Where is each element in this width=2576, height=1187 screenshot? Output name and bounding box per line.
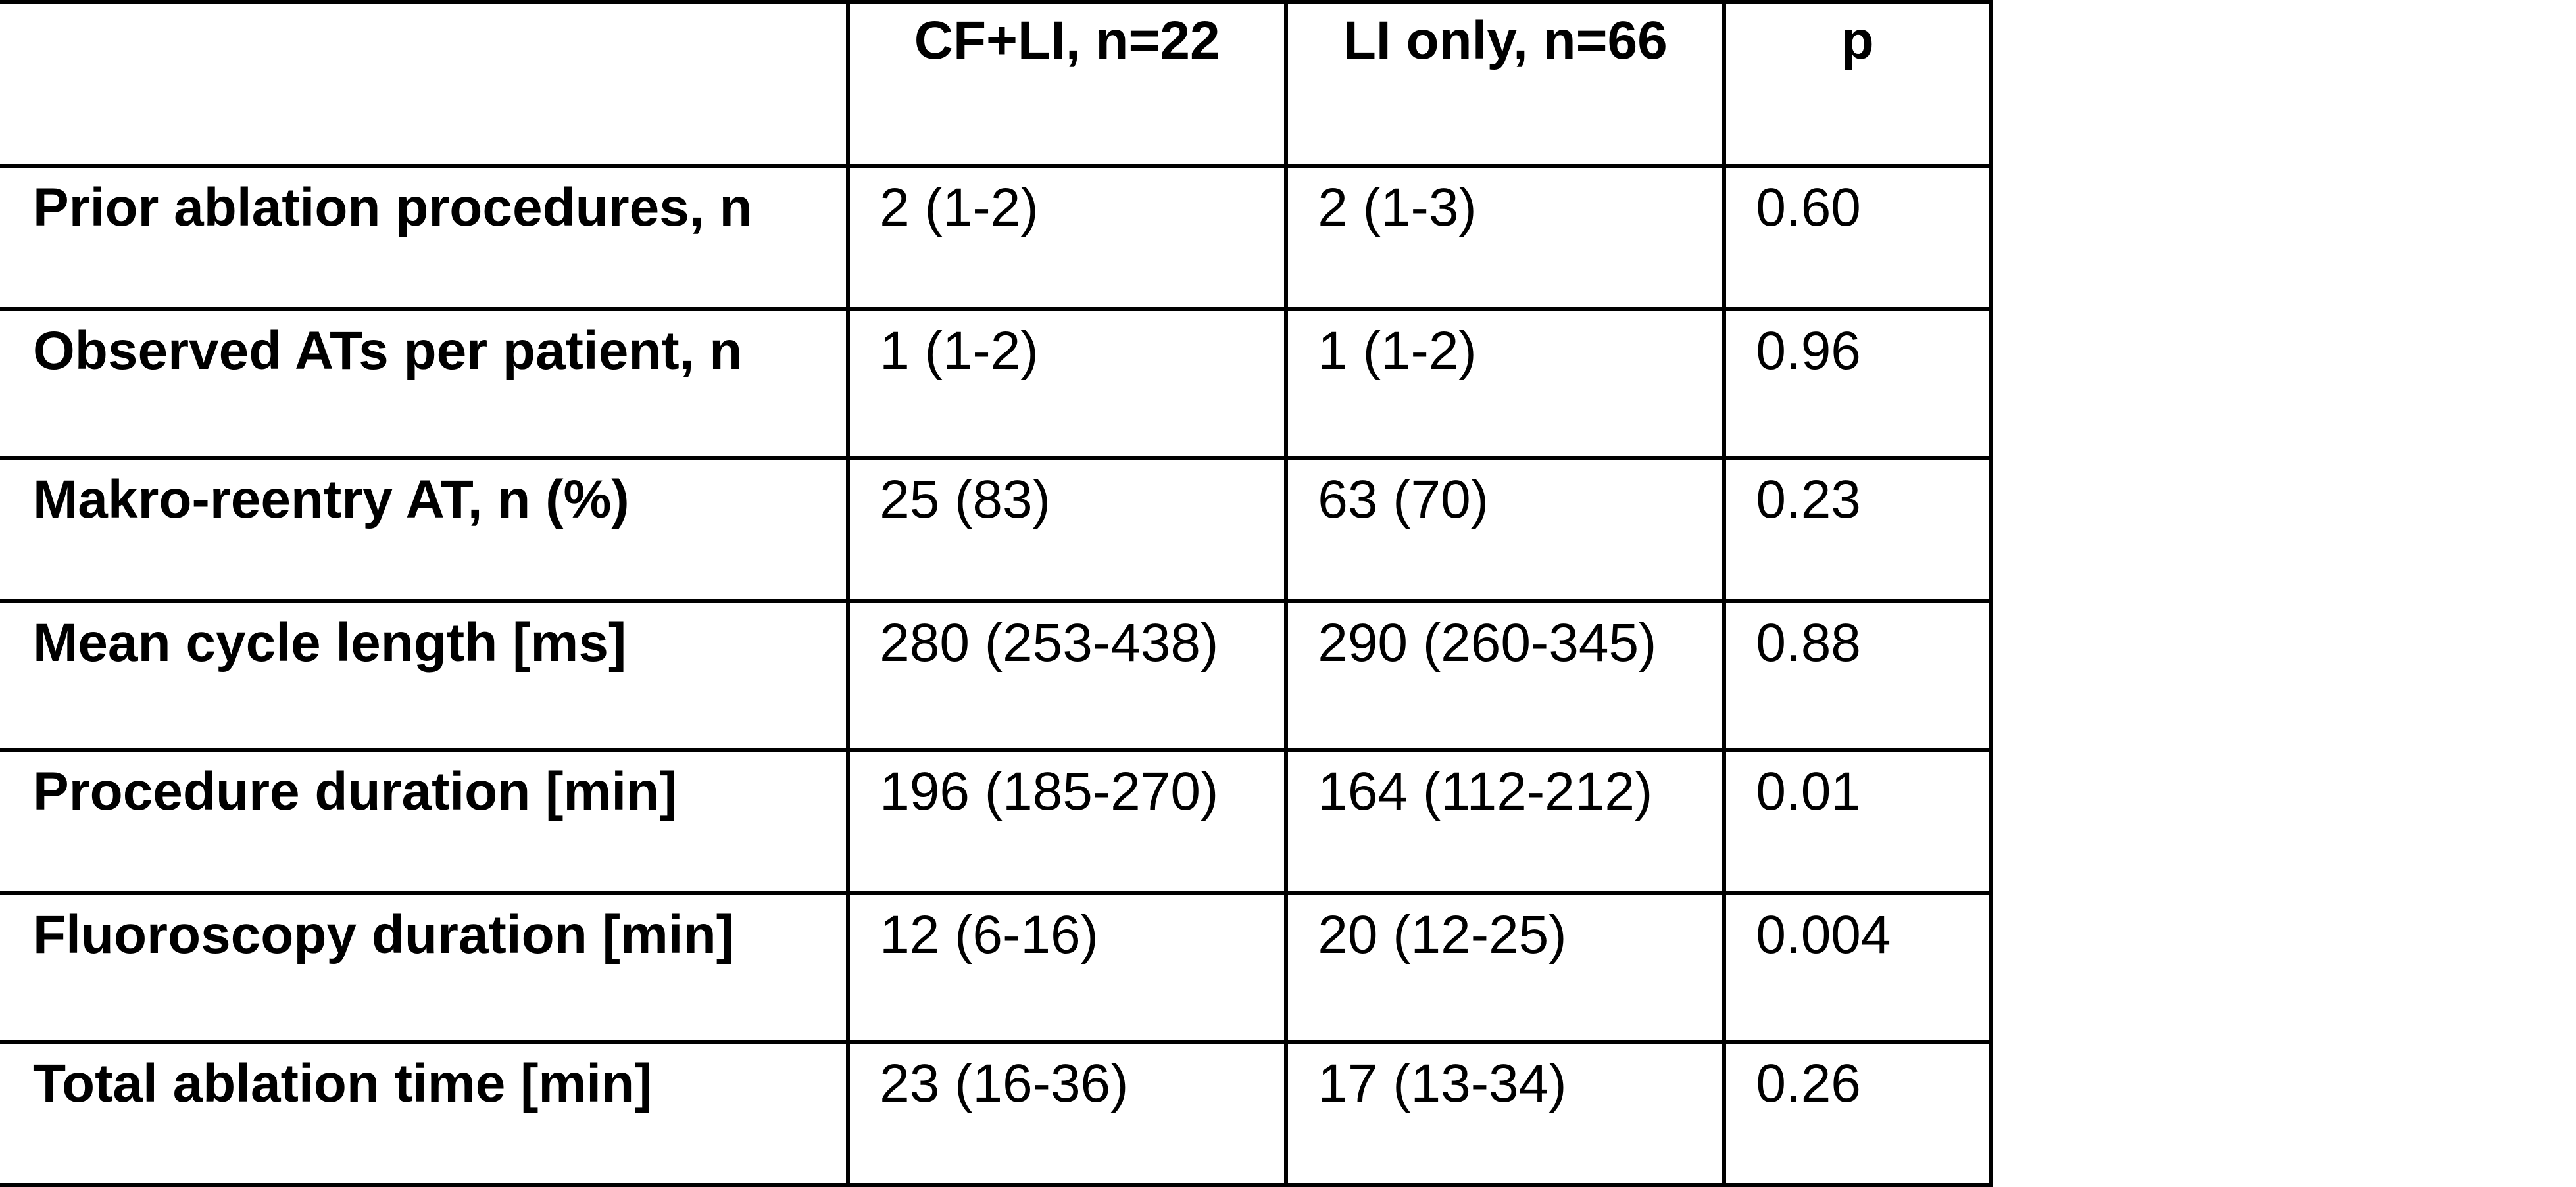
row-label: Prior ablation procedures, n bbox=[0, 164, 851, 311]
p-value: 0.01 bbox=[1722, 748, 1993, 895]
p-value: 0.60 bbox=[1722, 164, 1993, 311]
li-only-value: 17 (13-34) bbox=[1284, 1040, 1727, 1187]
cf-li-value: 1 (1-2) bbox=[846, 307, 1289, 460]
p-value: 0.004 bbox=[1722, 891, 1993, 1044]
header-empty-cell bbox=[0, 0, 851, 168]
table-row: Fluoroscopy duration [min] 12 (6-16) 20 … bbox=[0, 891, 1993, 1044]
row-label: Observed ATs per patient, n bbox=[0, 307, 851, 460]
p-value: 0.96 bbox=[1722, 307, 1993, 460]
p-value: 0.23 bbox=[1722, 456, 1993, 603]
li-only-value: 1 (1-2) bbox=[1284, 307, 1727, 460]
table-row: Procedure duration [min] 196 (185-270) 1… bbox=[0, 748, 1993, 895]
li-only-value: 20 (12-25) bbox=[1284, 891, 1727, 1044]
table-row: Observed ATs per patient, n 1 (1-2) 1 (1… bbox=[0, 307, 1993, 460]
row-label: Total ablation time [min] bbox=[0, 1040, 851, 1187]
cf-li-value: 25 (83) bbox=[846, 456, 1289, 603]
li-only-value: 63 (70) bbox=[1284, 456, 1727, 603]
results-table: CF+LI, n=22 LI only, n=66 p Prior ablati… bbox=[0, 0, 1993, 1187]
cf-li-value: 2 (1-2) bbox=[846, 164, 1289, 311]
table-row: Makro-reentry AT, n (%) 25 (83) 63 (70) … bbox=[0, 456, 1993, 603]
row-label: Fluoroscopy duration [min] bbox=[0, 891, 851, 1044]
table-row: Total ablation time [min] 23 (16-36) 17 … bbox=[0, 1040, 1993, 1187]
header-li-only: LI only, n=66 bbox=[1284, 0, 1727, 168]
p-value: 0.26 bbox=[1722, 1040, 1993, 1187]
cf-li-value: 12 (6-16) bbox=[846, 891, 1289, 1044]
cf-li-value: 23 (16-36) bbox=[846, 1040, 1289, 1187]
header-p-value: p bbox=[1722, 0, 1993, 168]
table-header-row: CF+LI, n=22 LI only, n=66 p bbox=[0, 0, 1993, 168]
li-only-value: 2 (1-3) bbox=[1284, 164, 1727, 311]
row-label: Mean cycle length [ms] bbox=[0, 599, 851, 752]
li-only-value: 164 (112-212) bbox=[1284, 748, 1727, 895]
cf-li-value: 196 (185-270) bbox=[846, 748, 1289, 895]
row-label: Makro-reentry AT, n (%) bbox=[0, 456, 851, 603]
table-row: Prior ablation procedures, n 2 (1-2) 2 (… bbox=[0, 164, 1993, 311]
row-label: Procedure duration [min] bbox=[0, 748, 851, 895]
header-cf-li: CF+LI, n=22 bbox=[846, 0, 1289, 168]
p-value: 0.88 bbox=[1722, 599, 1993, 752]
li-only-value: 290 (260-345) bbox=[1284, 599, 1727, 752]
cf-li-value: 280 (253-438) bbox=[846, 599, 1289, 752]
table-row: Mean cycle length [ms] 280 (253-438) 290… bbox=[0, 599, 1993, 752]
